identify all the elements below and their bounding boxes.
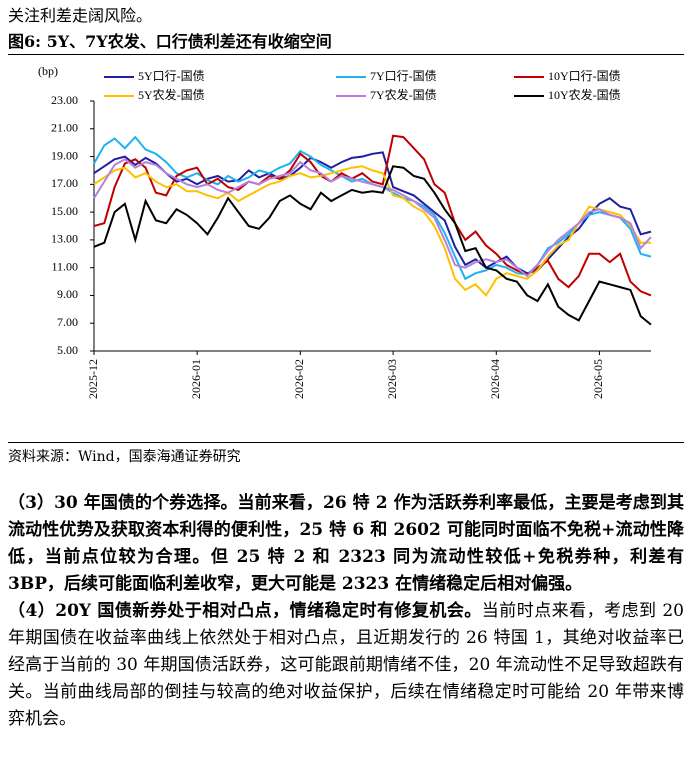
y-tick-label: 23.00 xyxy=(51,93,78,107)
series-line xyxy=(93,158,652,278)
y-tick-label: 5.00 xyxy=(57,343,78,357)
y-tick-label: 7.00 xyxy=(57,315,78,329)
series-line xyxy=(93,165,652,326)
intro-text: 关注利差走阔风险。 xyxy=(8,6,153,25)
y-tick-label: 11.00 xyxy=(51,259,78,273)
y-tick-label: 15.00 xyxy=(51,204,78,218)
legend-label: 5Y农发-国债 xyxy=(138,87,205,102)
bold-text: （3）30 年国债的个券选择。当前来看，26 特 2 作为活跃券利率最低，主要是… xyxy=(8,493,684,594)
y-tick-label: 21.00 xyxy=(51,121,78,135)
legend-label: 10Y口行-国债 xyxy=(548,69,621,83)
series-line xyxy=(93,134,652,297)
x-tick-label: 2025-12 xyxy=(86,359,100,399)
y-tick-label: 19.00 xyxy=(51,148,78,162)
x-tick-label: 2026-04 xyxy=(488,359,502,399)
y-unit: (bp) xyxy=(38,64,58,78)
figure-title: 图6: 5Y、7Y农发、口行债利差还有收缩空间 xyxy=(8,28,684,55)
y-tick-label: 9.00 xyxy=(57,287,78,301)
series-line xyxy=(93,165,651,298)
body-text: （3）30 年国债的个券选择。当前来看，26 特 2 作为活跃券利率最低，主要是… xyxy=(8,490,684,733)
x-tick-label: 2026-03 xyxy=(385,359,399,399)
y-tick-label: 13.00 xyxy=(51,232,78,246)
bold-text: （4）20Y 国债新券处于相对凸点，情绪稳定时有修复机会。 xyxy=(8,601,482,621)
series-line xyxy=(93,151,652,275)
paragraph: （3）30 年国债的个券选择。当前来看，26 特 2 作为活跃券利率最低，主要是… xyxy=(8,490,684,598)
legend-label: 5Y口行-国债 xyxy=(138,69,205,83)
paragraph: （4）20Y 国债新券处于相对凸点，情绪稳定时有修复机会。当前时点来看，考虑到 … xyxy=(8,598,684,733)
legend-label: 10Y农发-国债 xyxy=(548,87,621,102)
text: 当前时点来看，考虑到 20 年期国债在收益率曲线上依然处于相对凸点，且近期发行的… xyxy=(8,601,684,729)
y-tick-label: 17.00 xyxy=(51,176,78,190)
x-tick-label: 2026-02 xyxy=(292,359,306,399)
legend-label: 7Y口行-国债 xyxy=(370,69,437,83)
series-line xyxy=(93,135,652,281)
x-tick-label: 2026-05 xyxy=(591,359,605,399)
legend-label: 7Y农发-国债 xyxy=(370,87,437,102)
source: 资料来源：Wind，国泰海通证券研究 xyxy=(8,442,684,466)
x-tick-label: 2026-01 xyxy=(189,359,203,399)
chart: (bp) 5.00 7.00 9.00 11.00 13.00 15.00 17.00 19.0… xyxy=(38,64,652,399)
